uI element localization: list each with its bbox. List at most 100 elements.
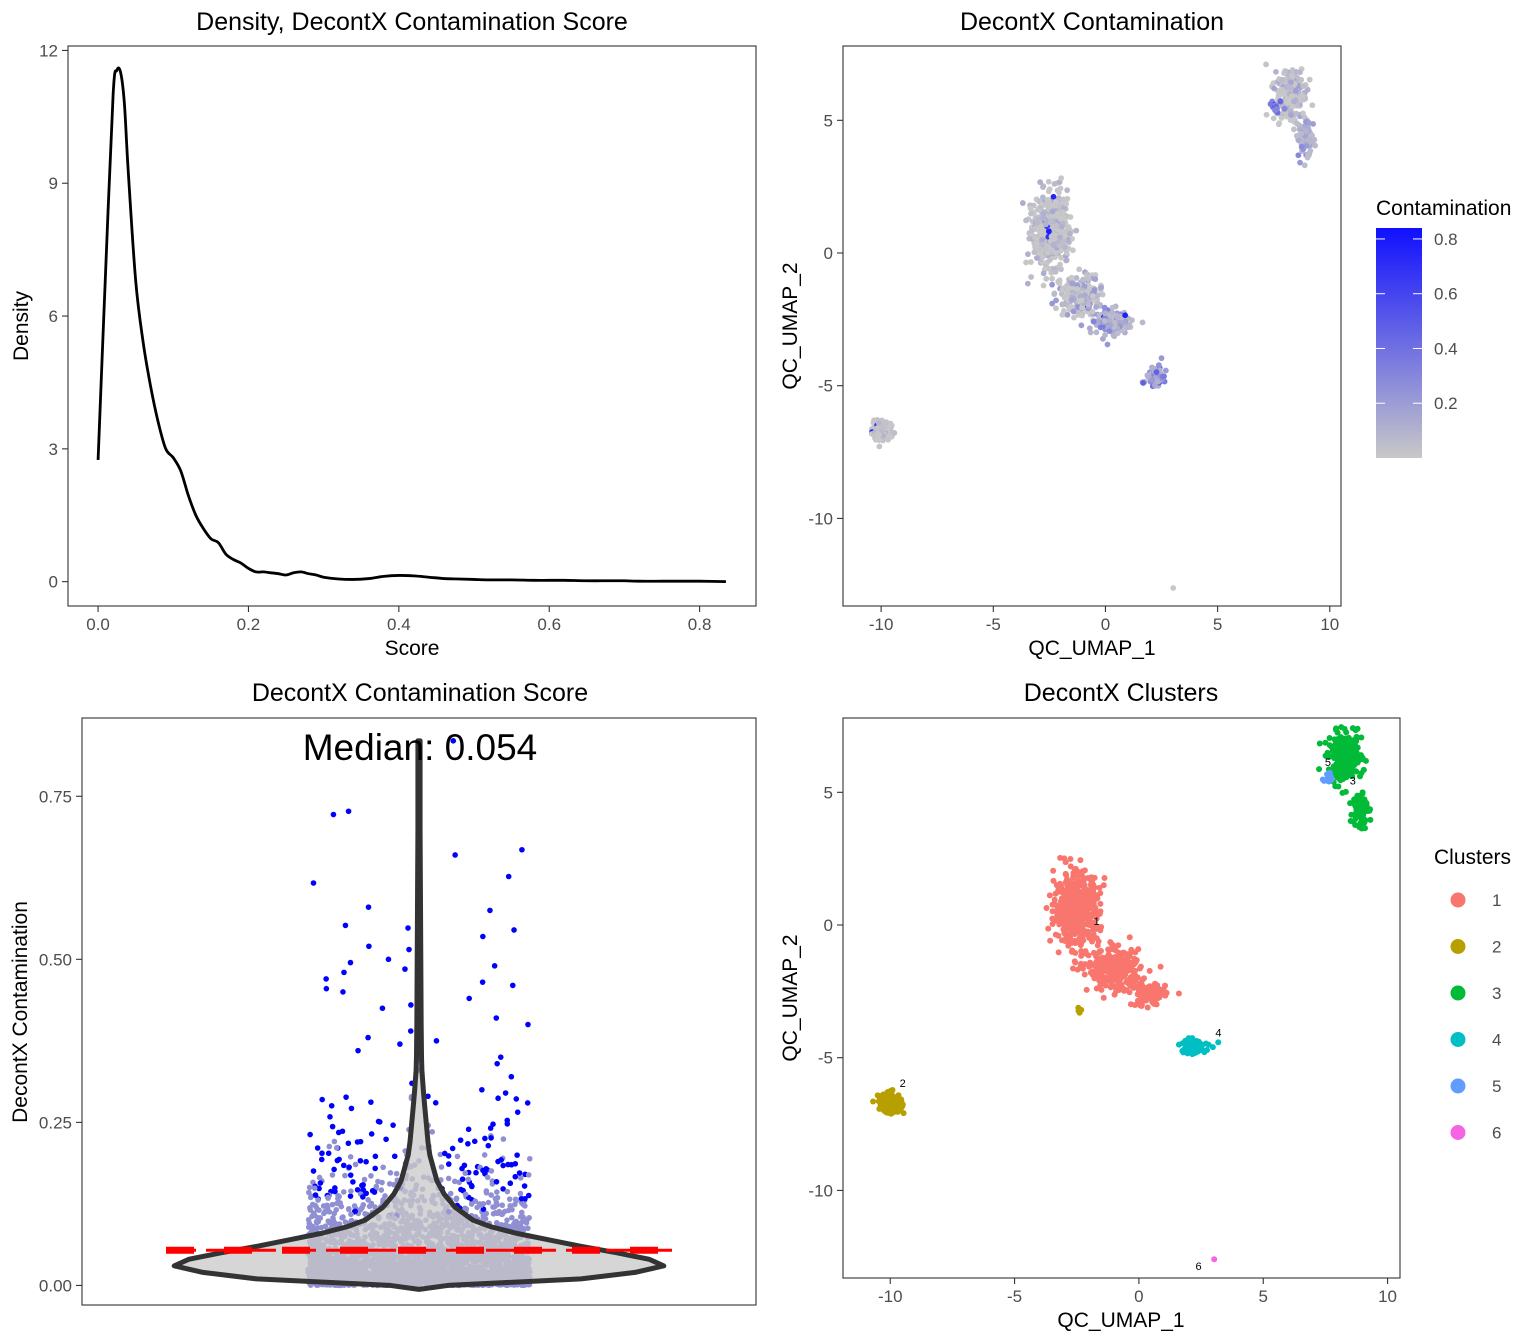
violin-panel: DecontX Contamination Score Median: 0.05…	[9, 679, 757, 1306]
contamination-point	[1069, 235, 1075, 242]
jitter-point	[462, 1191, 469, 1198]
contamination-point	[1085, 275, 1092, 282]
contamination-point	[1277, 98, 1284, 105]
contamination-point	[1282, 68, 1289, 74]
jitter-point	[441, 1150, 448, 1157]
cluster-1-point	[1130, 984, 1137, 991]
contamination-point	[1101, 318, 1108, 324]
contamination-point	[1292, 87, 1299, 94]
jitter-point	[393, 1170, 400, 1177]
jitter-point	[316, 1174, 323, 1181]
jitter-outlier-point	[366, 943, 372, 950]
cluster-1-point	[1097, 908, 1104, 915]
contamination-point	[1309, 102, 1316, 109]
jitter-outlier-point	[345, 808, 352, 815]
cluster-1-point	[1087, 959, 1094, 966]
jitter-point	[525, 1192, 532, 1199]
contamination-point	[1037, 230, 1044, 236]
contamination-point	[1051, 290, 1058, 297]
jitter-point	[500, 1136, 507, 1142]
jitter-outlier-point	[406, 946, 412, 953]
jitter-point	[387, 1170, 394, 1176]
cluster-1-point	[1144, 1004, 1151, 1011]
contamination-point	[1091, 286, 1098, 293]
jitter-point	[518, 1195, 525, 1202]
jitter-point	[360, 1194, 366, 1200]
contamination-point	[1054, 210, 1061, 217]
contamination-point	[1060, 301, 1066, 308]
density-y-tick-label: 6	[49, 307, 58, 326]
contamination-point	[1054, 223, 1060, 230]
jitter-point	[348, 1188, 354, 1194]
contamination-point	[891, 430, 898, 436]
jitter-point	[312, 1192, 319, 1198]
cluster-1-point	[1115, 942, 1122, 949]
jitter-point	[317, 1180, 324, 1186]
contamination-point	[1049, 300, 1056, 307]
contamination-point	[1149, 376, 1155, 383]
contamination-point	[1288, 93, 1295, 100]
jitter-point	[500, 1162, 506, 1169]
contamination-point	[1070, 308, 1077, 315]
contamination-point	[1049, 208, 1056, 215]
jitter-point	[315, 1197, 321, 1203]
jitter-point	[352, 1161, 359, 1168]
jitter-point	[342, 1172, 348, 1179]
cluster-1-point	[1061, 855, 1068, 862]
contamination-umap-border	[842, 45, 1342, 607]
contamination-point	[1068, 296, 1075, 303]
contamination-point	[1071, 314, 1077, 321]
jitter-point	[340, 1189, 347, 1195]
cluster-1-point	[1106, 946, 1113, 953]
cluster-1-point	[1097, 900, 1104, 907]
jitter-point	[366, 1203, 373, 1210]
contamination-point	[1052, 268, 1059, 275]
jitter-outlier-point	[341, 969, 347, 976]
jitter-point	[327, 1113, 333, 1120]
contamination-point	[1125, 323, 1132, 330]
cluster-1-point	[1120, 960, 1127, 967]
jitter-outlier-point	[379, 1005, 386, 1012]
jitter-point	[350, 1179, 356, 1185]
jitter-outlier-point	[365, 1034, 371, 1041]
cluster-1-point	[1056, 905, 1063, 912]
jitter-point	[524, 1216, 531, 1223]
cluster-1-point	[1106, 970, 1113, 977]
contamination-point	[1063, 257, 1070, 264]
jitter-point	[380, 1164, 386, 1171]
contamination-point	[1093, 329, 1100, 336]
jitter-outlier-point	[480, 933, 486, 940]
cluster-1-point	[1050, 877, 1057, 884]
jitter-outlier-point	[385, 956, 392, 963]
contamination-point	[1060, 213, 1067, 220]
contamination-point	[1047, 257, 1053, 263]
contamination-point	[1073, 275, 1080, 281]
density-curve	[96, 66, 726, 584]
cluster-1-point	[1077, 963, 1084, 970]
jitter-point	[347, 1153, 354, 1160]
jitter-point	[518, 1209, 525, 1216]
jitter-outlier-point	[323, 976, 329, 982]
contamination-point	[1120, 319, 1127, 326]
cluster-1-point	[1161, 988, 1168, 995]
colorbar-tick-label: 0.2	[1434, 394, 1458, 413]
contamination-point	[1305, 119, 1312, 126]
jitter-outlier-point	[433, 1038, 440, 1044]
contamination-point	[1059, 287, 1066, 293]
density-y-tick-label: 3	[49, 440, 58, 459]
contamination-point	[1080, 276, 1087, 283]
contamination-point	[1059, 311, 1066, 318]
contamination-point	[1090, 318, 1097, 325]
contamination-point	[1027, 205, 1034, 212]
contamination-point	[1288, 112, 1294, 118]
jitter-point	[390, 1122, 396, 1128]
contamination-legend: Contamination 0.20.40.60.8	[1376, 197, 1511, 458]
jitter-point	[516, 1170, 523, 1176]
contamination-point	[1069, 280, 1076, 287]
density-y-tick-label: 9	[49, 174, 58, 193]
jitter-point	[326, 1143, 333, 1150]
contamination-point	[1309, 132, 1315, 139]
jitter-point	[517, 1190, 524, 1197]
density-plot-border	[67, 45, 757, 607]
